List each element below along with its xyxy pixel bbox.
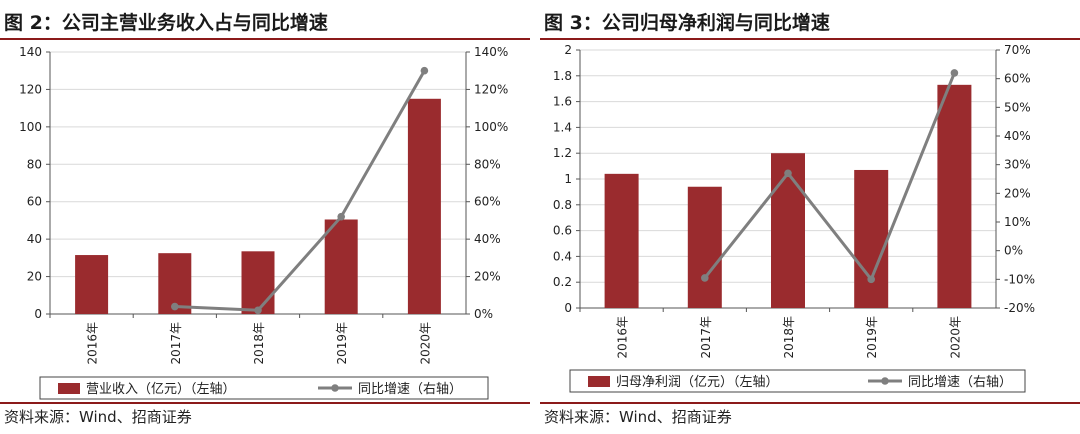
right-tick-label: 50%: [1004, 100, 1031, 114]
left-tick-label: 20: [27, 270, 42, 284]
right-tick-label: 60%: [474, 195, 501, 209]
right-tick-label: -20%: [1004, 301, 1035, 315]
bar: [854, 169, 889, 308]
left-tick-label: 0.6: [553, 224, 572, 238]
x-tick-label: 2018年: [252, 322, 266, 365]
left-tick-label: 140: [19, 45, 42, 59]
growth-point: [784, 169, 792, 178]
left-tick-label: 1.4: [553, 120, 572, 134]
growth-line: [703, 72, 956, 281]
left-tick-label: 1.6: [553, 95, 572, 109]
figure-title: 图 3：公司归母净利润与同比增速: [544, 12, 830, 34]
left-tick-label: 1.2: [553, 146, 572, 160]
title-rule: [0, 38, 530, 40]
right-tick-label: 100%: [474, 120, 508, 134]
legend-line-label: 同比增速（右轴）: [358, 382, 462, 397]
net-profit-chart: 0 0.2 0.4 0.6 0.8 1 1.2 1.4 1.6 1.8 2 -20% -10% 0% 10%…: [553, 43, 1035, 393]
right-tick-label: 80%: [474, 157, 501, 171]
right-tick-label: 140%: [474, 45, 508, 59]
chart-panel-net-profit: 图 3：公司归母净利润与同比增速 0 0.2 0.4 0.6 0.8 1 1.2 1.4 1.6…: [540, 0, 1080, 434]
right-tick-label: 0%: [1004, 244, 1023, 258]
growth-point: [337, 212, 346, 221]
bar: [937, 84, 972, 308]
legend-bar-swatch: [588, 376, 610, 387]
x-tick-label: 2020年: [418, 322, 432, 365]
title-rule: [540, 38, 1080, 40]
growth-point: [867, 275, 875, 284]
left-tick-label: 0.2: [553, 275, 572, 289]
left-tick-label: 1.8: [553, 69, 572, 83]
left-tick-label: 100: [19, 120, 42, 134]
x-tick-label: 2019年: [865, 316, 879, 359]
legend-line-marker: [331, 384, 339, 392]
source-note: 资料来源：Wind、招商证券: [544, 408, 732, 426]
right-tick-label: 20%: [474, 270, 501, 284]
bar: [324, 219, 358, 314]
right-tick-label: 40%: [474, 232, 501, 246]
x-tick-label: 2020年: [948, 316, 962, 359]
x-tick-label: 2016年: [616, 316, 630, 359]
left-tick-label: 1: [564, 172, 572, 186]
right-tick-label: 20%: [1004, 186, 1031, 200]
source-rule: [0, 402, 530, 404]
figure-title: 图 2：公司主营业务收入占与同比增速: [4, 12, 328, 34]
growth-line: [174, 69, 426, 312]
source-rule: [540, 402, 1080, 404]
left-tick-label: 2: [564, 43, 572, 57]
left-tick-label: 0.4: [553, 249, 572, 263]
growth-point: [420, 66, 429, 75]
right-tick-label: 60%: [1004, 72, 1031, 86]
growth-point: [950, 69, 959, 77]
right-tick-label: 0%: [474, 307, 493, 321]
right-tick-label: 120%: [474, 82, 508, 96]
right-tick-label: 40%: [1004, 129, 1031, 143]
legend-line-label: 同比增速（右轴）: [908, 375, 1012, 390]
legend-bar-label: 归母净利润（亿元）（左轴）: [616, 375, 779, 390]
bar: [604, 173, 639, 308]
bar: [771, 153, 805, 308]
legend-box: [569, 369, 1026, 393]
left-tick-label: 80: [27, 157, 42, 171]
bar: [687, 186, 722, 308]
growth-point: [701, 274, 709, 282]
x-tick-label: 2019年: [335, 322, 349, 365]
legend-box: [39, 376, 489, 400]
legend-bar-swatch: [58, 383, 80, 394]
bar: [75, 255, 109, 314]
legend-line-marker: [881, 377, 889, 385]
left-tick-label: 0: [34, 307, 42, 321]
left-tick-label: 0.8: [553, 198, 572, 212]
source-note: 资料来源：Wind、招商证券: [4, 408, 192, 426]
right-tick-label: -10%: [1004, 272, 1035, 286]
legend-bar-label: 营业收入（亿元）（左轴）: [86, 382, 236, 397]
left-tick-label: 0: [564, 301, 572, 315]
right-tick-label: 70%: [1004, 43, 1031, 57]
bar: [407, 98, 441, 315]
growth-point: [171, 302, 179, 311]
bar: [241, 251, 275, 314]
growth-point: [254, 306, 262, 315]
left-tick-label: 120: [19, 82, 42, 96]
right-tick-label: 10%: [1004, 215, 1031, 229]
left-tick-label: 40: [27, 232, 42, 246]
x-tick-label: 2018年: [782, 316, 796, 359]
x-tick-label: 2017年: [169, 322, 183, 365]
right-tick-label: 30%: [1004, 158, 1031, 172]
revenue-chart: 0 20 40 60 80 100 120 140 0% 20% 40% 60% 80% 100% 120%…: [19, 45, 508, 400]
x-tick-label: 2016年: [86, 322, 100, 365]
chart-panel-revenue: 图 2：公司主营业务收入占与同比增速 0 20 40 60 80 100 120 140 0% 2…: [0, 0, 530, 434]
x-tick-label: 2017年: [699, 316, 713, 359]
left-tick-label: 60: [27, 195, 42, 209]
